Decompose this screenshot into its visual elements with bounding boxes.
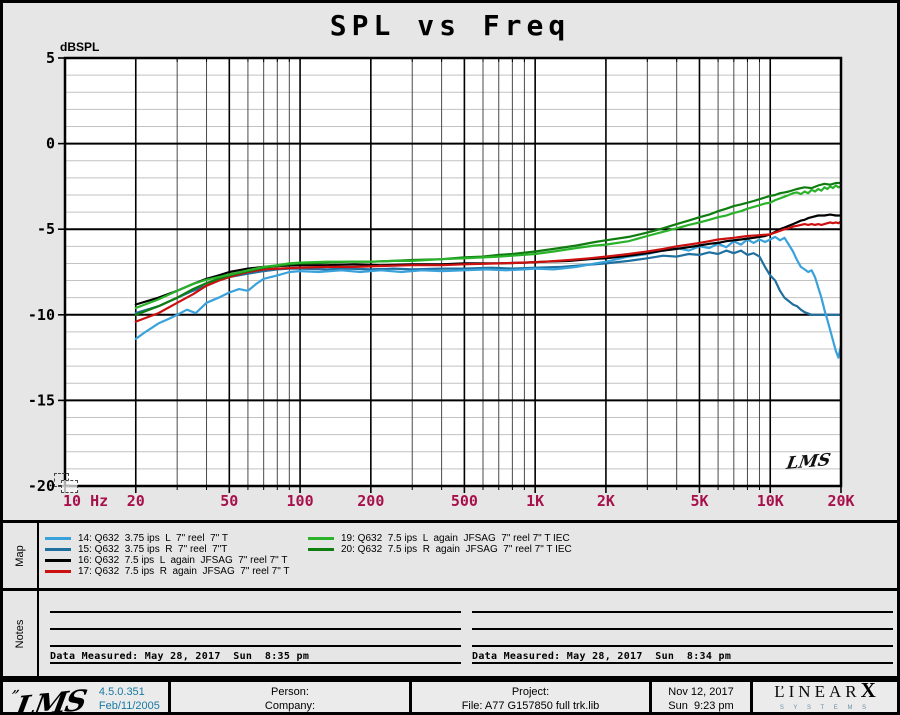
x-tick-label: 1K xyxy=(526,492,544,510)
series-curve-17 xyxy=(134,220,843,323)
y-tick-label: -5 xyxy=(37,220,55,238)
x-tick-label: 500 xyxy=(451,492,478,510)
x-tick-label: 2K xyxy=(597,492,615,510)
notes-blank-line[interactable] xyxy=(472,594,893,613)
footer-date: Nov 12, 2017 xyxy=(668,685,734,698)
linearx-logo: ĽINEARX xyxy=(774,677,876,702)
legend-label-17: 17: Q632 7.5 ips R again JFSAG 7" reel 7… xyxy=(78,566,290,577)
legend-swatch-14 xyxy=(45,537,71,540)
y-axis-unit-label: dBSPL xyxy=(60,40,100,54)
y-tick-label: 5 xyxy=(46,49,55,67)
x-tick-label: 10 Hz xyxy=(63,492,108,510)
data-measured-text-right: Data Measured: May 28, 2017 Sun 8:34 pm xyxy=(472,651,732,662)
notes-sidebar: Notes xyxy=(3,591,39,676)
notes-blank-line[interactable] xyxy=(472,630,893,647)
legend-swatch-15 xyxy=(45,548,71,551)
linearx-systems-label: S Y S T E M S xyxy=(779,704,871,711)
chart-title: SPL vs Freq xyxy=(329,9,571,42)
notes-column-right[interactable]: Data Measured: May 28, 2017 Sun 8:34 pm xyxy=(472,594,893,664)
version-date: Feb/11/2005 xyxy=(98,699,160,712)
footer-cell-project[interactable]: Project: File: A77 G157850 full trk.lib xyxy=(412,682,652,712)
project-label: Project: xyxy=(511,685,550,698)
legend-item-15[interactable]: 15: Q632 3.75 ips R 7" reel 7"T xyxy=(45,544,289,555)
legend-swatch-19 xyxy=(308,537,334,540)
legend-label-15: 15: Q632 3.75 ips R 7" reel 7"T xyxy=(78,544,228,555)
legend-item-19[interactable]: 19: Q632 7.5 ips L again JFSAG 7" reel 7… xyxy=(308,533,572,544)
x-tick-label: 100 xyxy=(287,492,314,510)
project-file: File: A77 G157850 full trk.lib xyxy=(461,699,600,712)
footer-cell-version: ”LMS 4.5.0.351 Feb/11/2005 xyxy=(3,682,171,715)
footer-time: Sun 9:23 pm xyxy=(668,699,734,712)
y-tick-label: -15 xyxy=(28,391,55,409)
legend-label-19: 19: Q632 7.5 ips L again JFSAG 7" reel 7… xyxy=(341,533,570,544)
lms-logo: ”LMS xyxy=(9,683,88,715)
version-block: 4.5.0.351 Feb/11/2005 xyxy=(99,685,160,713)
cursor-marker-box-inner xyxy=(61,480,78,493)
lms-watermark: LMS xyxy=(785,450,833,474)
map-sidebar: Map xyxy=(3,523,39,588)
legend-item-14[interactable]: 14: Q632 3.75 ips L 7" reel 7" T xyxy=(45,533,289,544)
legend-item-16[interactable]: 16: Q632 7.5 ips L again JFSAG 7" reel 7… xyxy=(45,555,289,566)
version-number: 4.5.0.351 xyxy=(98,685,145,698)
legend-swatch-20 xyxy=(308,548,334,551)
notes-column-left[interactable]: Data Measured: May 28, 2017 Sun 8:35 pm xyxy=(50,594,461,664)
notes-sidebar-label: Notes xyxy=(14,619,26,648)
y-tick-label: -20 xyxy=(28,477,55,495)
data-measured-text-left: Data Measured: May 28, 2017 Sun 8:35 pm xyxy=(50,651,310,662)
x-tick-label: 5K xyxy=(690,492,708,510)
legend-swatch-16 xyxy=(45,559,71,562)
company-label: Company: xyxy=(264,699,316,712)
x-tick-label: 200 xyxy=(357,492,384,510)
legend-column-right: 19: Q632 7.5 ips L again JFSAG 7" reel 7… xyxy=(308,533,572,555)
notes-blank-line[interactable] xyxy=(50,630,461,647)
legend-item-20[interactable]: 20: Q632 7.5 ips R again JFSAG 7" reel 7… xyxy=(308,544,572,555)
notes-blank-line[interactable] xyxy=(50,613,461,630)
legend-label-20: 20: Q632 7.5 ips R again JFSAG 7" reel 7… xyxy=(341,544,572,555)
notes-data-measured-right[interactable]: Data Measured: May 28, 2017 Sun 8:34 pm xyxy=(472,647,893,664)
map-section: Map 14: Q632 3.75 ips L 7" reel 7" T 15: … xyxy=(3,520,897,588)
x-tick-label: 50 xyxy=(220,492,238,510)
footer-cell-brand: ĽINEARX S Y S T E M S xyxy=(753,677,897,712)
map-sidebar-label: Map xyxy=(14,544,26,567)
footer-bar: ”LMS 4.5.0.351 Feb/11/2005 Person: Compa… xyxy=(3,677,897,715)
x-tick-label: 20 xyxy=(127,492,145,510)
x-tick-label: 20K xyxy=(827,492,854,510)
legend-column-left: 14: Q632 3.75 ips L 7" reel 7" T 15: Q632… xyxy=(45,533,289,577)
notes-data-measured-left[interactable]: Data Measured: May 28, 2017 Sun 8:35 pm xyxy=(50,647,461,664)
legend-item-17[interactable]: 17: Q632 7.5 ips R again JFSAG 7" reel 7… xyxy=(45,566,289,577)
cursor-marker-icon[interactable] xyxy=(53,472,79,498)
legend-label-14: 14: Q632 3.75 ips L 7" reel 7" T xyxy=(78,533,228,544)
notes-section: Notes Data Measured: May 28, 2017 Sun 8:… xyxy=(3,588,897,679)
notes-blank-line[interactable] xyxy=(50,594,461,613)
legend-swatch-17 xyxy=(45,570,71,573)
series-curve-19 xyxy=(134,184,843,310)
x-tick-label: 10K xyxy=(757,492,784,510)
y-tick-label: -10 xyxy=(28,306,55,324)
plot-border xyxy=(63,56,843,488)
notes-blank-line[interactable] xyxy=(472,613,893,630)
plot-background xyxy=(65,58,841,486)
legend-label-16: 16: Q632 7.5 ips L again JFSAG 7" reel 7… xyxy=(78,555,288,566)
y-tick-label: 0 xyxy=(46,135,55,153)
person-label: Person: xyxy=(271,685,309,698)
footer-cell-datetime: Nov 12, 2017 Sun 9:23 pm xyxy=(652,682,753,712)
footer-cell-person[interactable]: Person: Company: xyxy=(171,682,412,712)
